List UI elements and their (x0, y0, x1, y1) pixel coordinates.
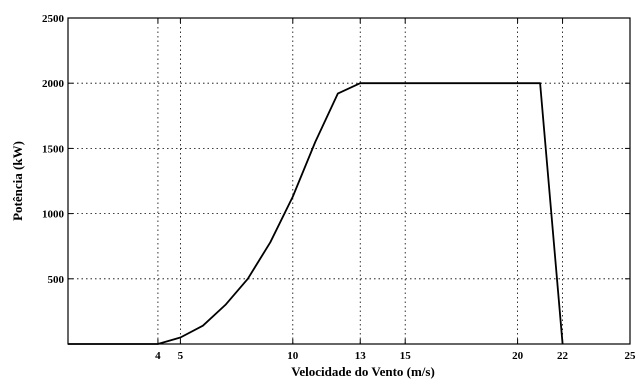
y-tick-label: 1500 (42, 143, 65, 155)
y-tick-label: 2500 (42, 13, 65, 25)
x-tick-label: 20 (512, 350, 524, 362)
axis-ticks (68, 17, 631, 344)
y-tick-label: 2000 (42, 78, 65, 90)
x-tick-label: 4 (155, 350, 161, 362)
x-tick-label: 15 (400, 350, 412, 362)
x-tick-label: 25 (625, 350, 637, 362)
y-tick-label: 500 (48, 274, 65, 286)
x-tick-label: 10 (287, 350, 299, 362)
x-tick-label: 13 (355, 350, 367, 362)
x-tick-labels: 4 5 10 13 15 20 22 25 (155, 350, 636, 362)
x-axis-label: Velocidade do Vento (m/s) (291, 364, 435, 379)
power-curve-line (68, 82, 564, 345)
y-axis-label: Potência (kW) (10, 141, 25, 221)
x-tick-label: 22 (557, 350, 569, 362)
y-tick-labels: 500 1000 1500 2000 2500 (42, 13, 65, 286)
grid (68, 18, 630, 344)
x-tick-label: 5 (178, 350, 184, 362)
plot-frame (67, 17, 631, 345)
y-tick-label: 1000 (42, 209, 65, 221)
